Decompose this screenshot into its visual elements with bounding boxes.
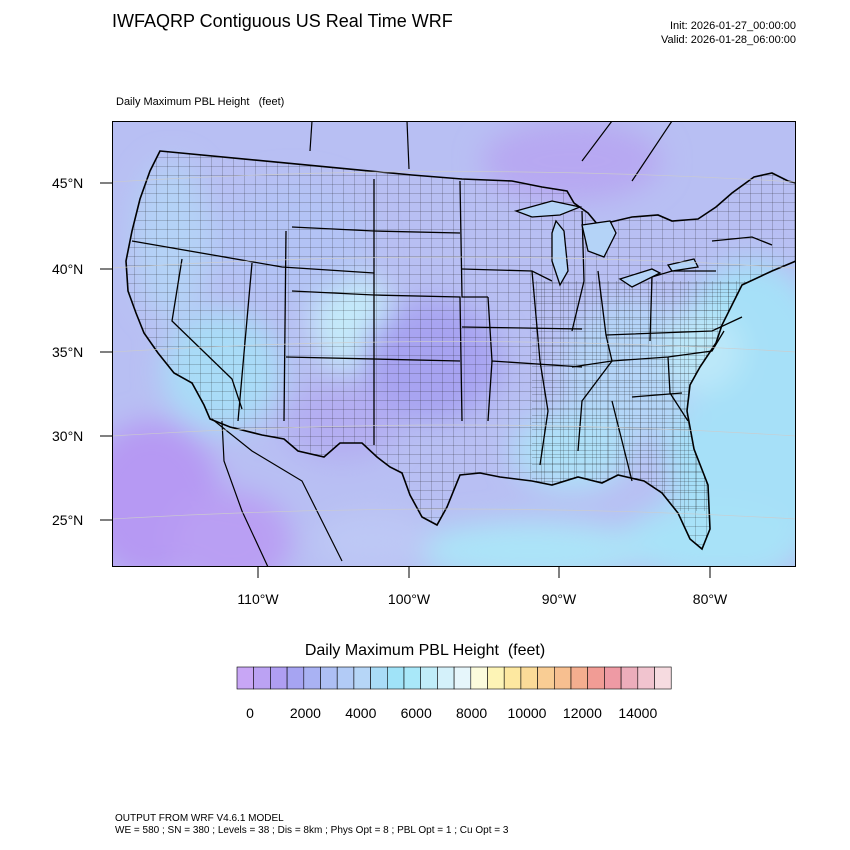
- lat-label-30n: 30°N: [52, 428, 84, 444]
- colorbar-bin: [520, 666, 538, 690]
- colorbar-tick-label: 2000: [289, 705, 321, 721]
- colorbar-tick-label: 8000: [456, 705, 488, 721]
- colorbar-bin: [453, 666, 472, 690]
- colorbar-bin: [387, 666, 405, 690]
- great-lakes: [513, 200, 699, 288]
- colorbar-bin: [320, 666, 338, 690]
- colorbar-bin: [270, 666, 288, 690]
- init-time: Init: 2026-01-27_00:00:00: [670, 20, 796, 32]
- map-panel: [112, 121, 796, 567]
- colorbar-bin: [470, 666, 488, 690]
- colorbar-bin: [503, 666, 522, 690]
- colorbar-bin: [570, 666, 589, 690]
- colorbar-bin: [303, 666, 321, 690]
- state-borders: [131, 179, 773, 482]
- map-frame: [112, 121, 796, 567]
- colorbar-bin: [654, 666, 672, 690]
- lon-ticks: [257, 567, 711, 578]
- colorbar-tick-label: 4000: [345, 705, 377, 721]
- field-label: Daily Maximum PBL Height (feet): [116, 96, 285, 108]
- colorbar-bin: [236, 666, 255, 690]
- lat-ticks: [100, 182, 112, 521]
- colorbar-tick-label: 6000: [400, 705, 432, 721]
- colorbar-bin: [336, 666, 355, 690]
- lon-label-90w: 90°W: [541, 591, 577, 607]
- lat-label-45n: 45°N: [52, 175, 84, 191]
- legend-title: Daily Maximum PBL Height (feet): [304, 642, 546, 659]
- colorbar-tick-label: 12000: [562, 705, 602, 721]
- colorbar-tick-label: 10000: [507, 705, 547, 721]
- international-borders: [211, 121, 673, 567]
- colorbar: [236, 666, 672, 690]
- lat-label-40n: 40°N: [52, 261, 84, 277]
- colorbar-bin: [403, 666, 422, 690]
- colorbar-bin: [587, 666, 605, 690]
- colorbar-bin: [370, 666, 388, 690]
- colorbar-bin: [253, 666, 271, 690]
- colorbar-tick-label: 0: [246, 705, 254, 721]
- colorbar-bin: [286, 666, 305, 690]
- colorbar-bin: [437, 666, 455, 690]
- colorbar-bin: [537, 666, 555, 690]
- colorbar-bin: [353, 666, 371, 690]
- lon-label-80w: 80°W: [692, 591, 728, 607]
- model-info-line1: OUTPUT FROM WRF V4.6.1 MODEL: [115, 813, 284, 824]
- colorbar-bin: [637, 666, 655, 690]
- model-info-line2: WE = 580 ; SN = 380 ; Levels = 38 ; Dis …: [115, 825, 509, 836]
- valid-time: Valid: 2026-01-28_06:00:00: [661, 34, 796, 46]
- lon-label-100w: 100°W: [387, 591, 431, 607]
- lat-label-25n: 25°N: [52, 512, 84, 528]
- colorbar-bin: [553, 666, 572, 690]
- graticule: [112, 171, 796, 520]
- lat-label-35n: 35°N: [52, 344, 84, 360]
- colorbar-tick-label: 14000: [618, 705, 658, 721]
- colorbar-bin: [604, 666, 622, 690]
- colorbar-bin: [420, 666, 438, 690]
- colorbar-bin: [620, 666, 639, 690]
- lon-label-110w: 110°W: [237, 591, 279, 607]
- plot-title: IWFAQRP Contiguous US Real Time WRF: [112, 11, 453, 31]
- colorbar-bin: [487, 666, 505, 690]
